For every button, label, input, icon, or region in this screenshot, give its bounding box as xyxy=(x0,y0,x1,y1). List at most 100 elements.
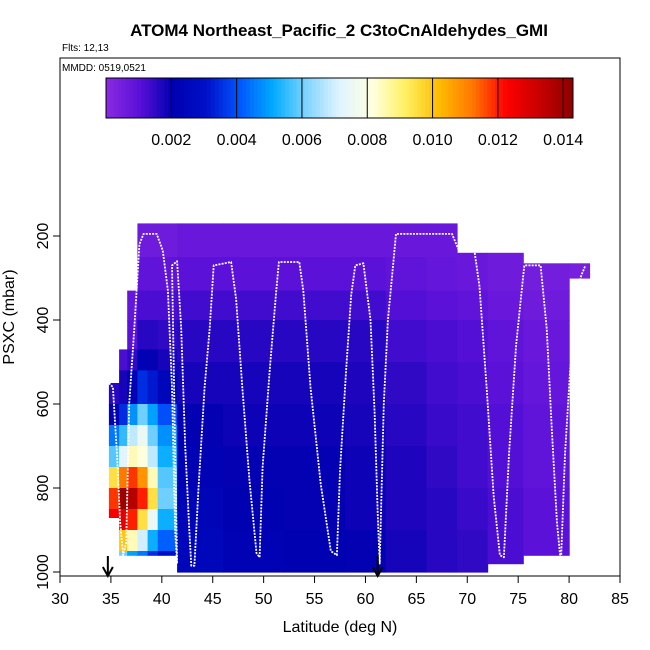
colorbar-segment xyxy=(526,78,531,118)
heatmap-cell xyxy=(345,320,387,363)
y-tick-label: 1000 xyxy=(35,554,52,590)
colorbar-segment xyxy=(409,78,414,118)
heatmap-cell xyxy=(127,425,138,447)
colorbar-segment xyxy=(207,78,212,118)
colorbar-segment xyxy=(242,78,247,118)
heatmap-cell xyxy=(119,404,128,426)
colorbar-segment xyxy=(257,78,263,118)
heatmap-cell xyxy=(385,223,428,258)
colorbar-segment xyxy=(491,78,496,118)
heatmap-cell xyxy=(385,362,428,405)
heatmap-cell xyxy=(487,290,524,321)
heatmap-cell xyxy=(426,488,458,531)
colorbar-segment xyxy=(452,78,457,118)
chart-title: ATOM4 Northeast_Pacific_2 C3toCnAldehyde… xyxy=(130,21,548,40)
heatmap-cell xyxy=(426,290,458,321)
heatmap-cell xyxy=(127,290,138,321)
x-tick-label: 85 xyxy=(611,591,629,608)
heatmap-cell xyxy=(177,290,224,321)
colorbar-segment xyxy=(125,78,130,118)
heatmap-cell xyxy=(157,320,178,350)
heatmap-cell xyxy=(222,362,285,405)
heatmap-cell xyxy=(345,488,387,531)
colorbar-frame xyxy=(105,77,574,119)
colorbar-segment xyxy=(304,78,309,118)
colorbar-segment xyxy=(121,78,126,118)
heatmap-cell xyxy=(457,488,489,531)
colorbar-segment xyxy=(176,78,181,118)
heatmap-cell xyxy=(119,370,128,405)
heatmap-cell xyxy=(127,320,138,350)
colorbar-tick-label: 0.008 xyxy=(347,132,387,149)
colorbar-segment xyxy=(343,78,348,118)
colorbar-segment xyxy=(553,78,558,118)
colorbar-segment xyxy=(191,78,197,118)
heatmap-cell xyxy=(147,404,159,426)
heatmap-cell xyxy=(127,404,138,426)
colorbar-segment xyxy=(401,78,407,118)
colorbar-segment xyxy=(397,78,403,118)
heatmap-cell xyxy=(137,551,149,556)
heatmap-cell xyxy=(147,370,159,405)
colorbar-segment xyxy=(429,78,434,118)
heatmap-cell xyxy=(108,509,120,518)
heatmap-cell xyxy=(119,488,128,510)
heatmap-cell xyxy=(284,290,346,321)
colorbar-segment xyxy=(148,78,154,118)
colorbar-segment xyxy=(113,78,119,118)
colorbar-segment xyxy=(475,78,481,118)
colorbar-segment xyxy=(537,78,543,118)
colorbar-segment xyxy=(218,78,224,118)
heatmap-cell xyxy=(119,467,128,489)
heatmap-cell xyxy=(108,425,120,447)
heatmap-cell xyxy=(222,530,285,573)
colorbar-segment xyxy=(425,78,430,118)
y-axis: 200 400 600 800 1000 xyxy=(35,223,60,590)
colorbar-segment xyxy=(351,78,356,118)
colorbar-tick-label: 0.010 xyxy=(413,132,453,149)
colorbar-segment xyxy=(168,78,173,118)
heatmap-cell xyxy=(426,362,458,405)
heatmap-cell xyxy=(157,551,178,556)
heatmap-cell xyxy=(487,446,524,489)
heatmap-cell xyxy=(487,362,524,405)
colorbar-segment xyxy=(495,78,500,118)
colorbar-segment xyxy=(331,78,337,118)
colorbar-tick-label: 0.014 xyxy=(543,132,583,149)
heatmap-cell xyxy=(147,509,159,531)
colorbar-segment xyxy=(448,78,453,118)
colorbar-segment xyxy=(347,78,352,118)
colorbar-segment xyxy=(226,78,232,118)
heatmap-cell xyxy=(177,320,224,363)
colorbar-segment xyxy=(413,78,418,118)
heatmap-cell xyxy=(157,509,178,531)
heatmap-cell xyxy=(523,362,570,405)
heatmap-cell xyxy=(426,257,458,292)
colorbar-segment xyxy=(285,78,290,118)
colorbar-segment xyxy=(183,78,189,118)
colorbar-segment xyxy=(386,78,391,118)
colorbar-segment xyxy=(530,78,535,118)
colorbar-segment xyxy=(133,78,138,118)
colorbar-segment xyxy=(522,78,527,118)
heatmap-cell xyxy=(108,446,120,468)
colorbar-segment xyxy=(269,78,274,118)
x-tick-label: 80 xyxy=(560,591,578,608)
colorbar-segment xyxy=(246,78,251,118)
colorbar-segment xyxy=(156,78,161,118)
x-tick-label: 70 xyxy=(458,591,476,608)
heatmap-cell xyxy=(385,290,428,321)
heatmap-cell xyxy=(147,349,159,371)
colorbar-segment xyxy=(249,78,255,118)
colorbar-segment xyxy=(164,78,169,118)
colorbar-segment xyxy=(471,78,477,118)
heatmap-cell xyxy=(426,530,458,573)
colorbar-segment xyxy=(541,78,547,118)
heatmap-cell xyxy=(119,425,128,447)
x-tick-label: 65 xyxy=(407,591,425,608)
colorbar-segment xyxy=(316,78,321,118)
colorbar-segment xyxy=(514,78,520,118)
dates-label: MMDD: 0519,0521 xyxy=(62,63,146,74)
heatmap-cell xyxy=(457,446,489,489)
heatmap-cell xyxy=(487,252,524,292)
